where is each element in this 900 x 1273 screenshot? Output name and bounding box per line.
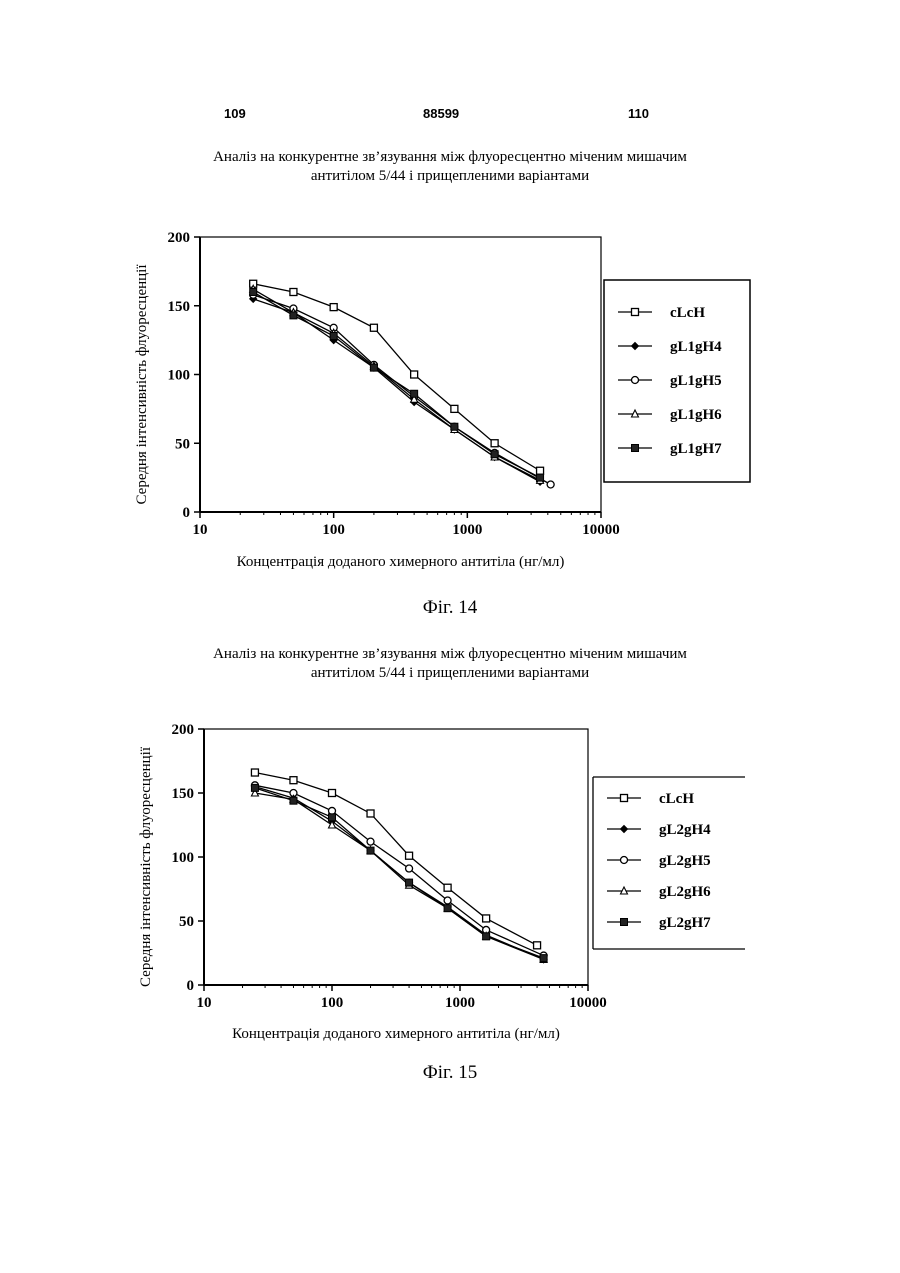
chart-2-point-gL2gH5 [444,897,451,904]
chart-2-point-cLcH [367,810,374,817]
chart-2-series-line-gL2gH7 [255,788,544,958]
chart-2-legend-swatch-marker [621,857,628,864]
chart-2-y-axis-label: Середня інтенсивність флуоресценції [138,746,154,987]
chart-2-point-gL2gH7 [406,879,413,886]
chart-2-legend-swatch-marker [621,919,628,926]
chart-2-point-gL2gH7 [483,933,490,940]
chart-2-point-cLcH [251,769,258,776]
chart-2-x-axis-label: Концентрація доданого химерного антитіла… [232,1026,560,1042]
chart-2-point-cLcH [406,852,413,859]
chart-2-legend-label-gL2gH7: gL2gH7 [659,915,711,931]
chart-2-point-gL2gH7 [290,797,297,804]
chart-2-point-gL2gH7 [367,847,374,854]
chart-2-point-cLcH [534,942,541,949]
chart-2-x-tick-label: 10 [197,995,212,1011]
chart-2-point-gL2gH5 [367,838,374,845]
chart-2-plot-frame [204,729,588,985]
chart-2-series-gL2gH4 [251,783,547,963]
chart-2-legend-label-gL2gH6: gL2gH6 [659,884,711,900]
chart-2-legend-swatch-marker [621,826,628,833]
chart-2-series-line-gL2gH4 [255,787,544,960]
chart-2-y-tick-label: 100 [172,850,195,866]
chart-2-series-line-gL2gH6 [255,793,544,959]
chart-2-x-tick-label: 1000 [445,995,475,1011]
chart-2-point-gL2gH7 [540,955,547,962]
chart-2-legend-label-gL2gH4: gL2gH4 [659,822,711,838]
chart-2-point-gL2gH7 [444,905,451,912]
chart-2-point-cLcH [483,915,490,922]
chart-2: 0 50 100 150 200 10 100 1000 10000 Середня інтенс… [0,0,900,1100]
chart-2-series-gL2gH5 [251,782,547,959]
chart-2-point-cLcH [329,790,336,797]
chart-2-legend-label-cLcH: cLcH [659,791,694,807]
chart-2-series-gL2gH6 [251,789,547,962]
chart-2-point-cLcH [444,884,451,891]
chart-2-x-tick-label: 10000 [569,995,607,1011]
chart-2-y-tick-label: 0 [187,978,195,994]
chart-2-legend-swatch-marker [621,795,628,802]
chart-2-legend-label-gL2gH5: gL2gH5 [659,853,711,869]
chart-2-y-tick-label: 200 [172,722,195,738]
chart-2-y-tick-label: 50 [179,914,194,930]
chart-2-point-gL2gH7 [251,784,258,791]
chart-2-series-line-gL2gH5 [255,785,544,955]
chart-2-point-gL2gH5 [406,865,413,872]
chart-2-point-cLcH [290,777,297,784]
figure-15-caption: Фіг. 15 [300,1062,600,1084]
chart-2-point-gL2gH7 [329,814,336,821]
chart-2-y-tick-label: 150 [172,786,195,802]
chart-2-series-gL2gH7 [251,784,547,961]
chart-2-x-tick-label: 100 [321,995,344,1011]
